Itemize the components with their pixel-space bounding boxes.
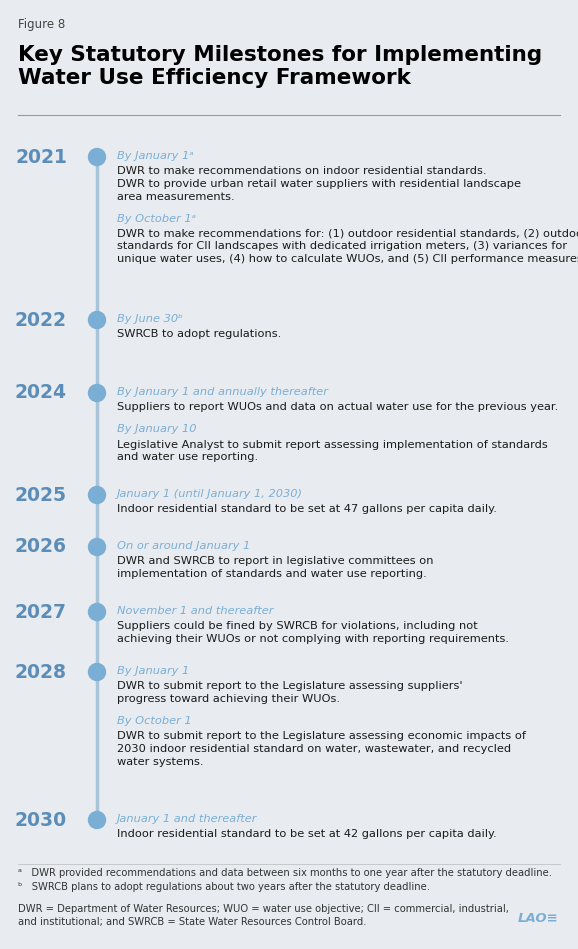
Circle shape xyxy=(88,148,106,165)
Text: By October 1: By October 1 xyxy=(117,716,192,726)
Text: 2026: 2026 xyxy=(15,537,67,556)
Text: ᵃ   DWR provided recommendations and data between six months to one year after t: ᵃ DWR provided recommendations and data … xyxy=(18,868,552,878)
Text: By October 1ᵃ: By October 1ᵃ xyxy=(117,214,196,224)
Text: 2022: 2022 xyxy=(15,310,67,329)
Text: 2027: 2027 xyxy=(15,603,67,622)
Text: Indoor residential standard to be set at 47 gallons per capita daily.: Indoor residential standard to be set at… xyxy=(117,504,497,514)
Text: Figure 8: Figure 8 xyxy=(18,18,65,31)
Text: By January 1: By January 1 xyxy=(117,666,189,676)
Text: By January 1 and annually thereafter: By January 1 and annually thereafter xyxy=(117,387,328,397)
Text: DWR and SWRCB to report in legislative committees on
implementation of standards: DWR and SWRCB to report in legislative c… xyxy=(117,556,434,579)
Text: On or around January 1: On or around January 1 xyxy=(117,541,250,551)
Text: SWRCB to adopt regulations.: SWRCB to adopt regulations. xyxy=(117,329,281,339)
Text: LAO≡: LAO≡ xyxy=(517,912,558,925)
Text: 2028: 2028 xyxy=(15,662,67,681)
Text: 2030: 2030 xyxy=(15,810,67,829)
Circle shape xyxy=(88,811,106,828)
Text: 2021: 2021 xyxy=(15,147,67,166)
Text: 2025: 2025 xyxy=(15,486,67,505)
Text: Legislative Analyst to submit report assessing implementation of standards
and w: Legislative Analyst to submit report ass… xyxy=(117,439,548,462)
Text: Suppliers could be fined by SWRCB for violations, including not
achieving their : Suppliers could be fined by SWRCB for vi… xyxy=(117,621,509,643)
Text: Indoor residential standard to be set at 42 gallons per capita daily.: Indoor residential standard to be set at… xyxy=(117,829,497,839)
Text: January 1 (until January 1, 2030): January 1 (until January 1, 2030) xyxy=(117,489,303,499)
Text: DWR to make recommendations for: (1) outdoor residential standards, (2) outdoor
: DWR to make recommendations for: (1) out… xyxy=(117,229,578,264)
Text: ᵇ   SWRCB plans to adopt regulations about two years after the statutory deadlin: ᵇ SWRCB plans to adopt regulations about… xyxy=(18,882,430,892)
Text: Key Statutory Milestones for Implementing: Key Statutory Milestones for Implementin… xyxy=(18,45,542,65)
Text: By January 10: By January 10 xyxy=(117,424,197,435)
Circle shape xyxy=(88,604,106,621)
Text: DWR to make recommendations on indoor residential standards.
DWR to provide urba: DWR to make recommendations on indoor re… xyxy=(117,166,521,201)
Text: January 1 and thereafter: January 1 and thereafter xyxy=(117,814,257,824)
Circle shape xyxy=(88,311,106,328)
Circle shape xyxy=(88,663,106,680)
Text: DWR to submit report to the Legislature assessing suppliers'
progress toward ach: DWR to submit report to the Legislature … xyxy=(117,681,462,704)
Text: By June 30ᵇ: By June 30ᵇ xyxy=(117,314,183,324)
Text: 2024: 2024 xyxy=(15,383,67,402)
Text: November 1 and thereafter: November 1 and thereafter xyxy=(117,606,273,616)
Circle shape xyxy=(88,538,106,555)
Text: Water Use Efficiency Framework: Water Use Efficiency Framework xyxy=(18,68,411,88)
Text: By January 1ᵃ: By January 1ᵃ xyxy=(117,151,194,161)
Text: DWR = Department of Water Resources; WUO = water use objective; CII = commercial: DWR = Department of Water Resources; WUO… xyxy=(18,904,509,914)
Circle shape xyxy=(88,487,106,504)
Text: Suppliers to report WUOs and data on actual water use for the previous year.: Suppliers to report WUOs and data on act… xyxy=(117,402,558,412)
Text: and institutional; and SWRCB = State Water Resources Control Board.: and institutional; and SWRCB = State Wat… xyxy=(18,917,366,927)
Circle shape xyxy=(88,384,106,401)
Text: DWR to submit report to the Legislature assessing economic impacts of
2030 indoo: DWR to submit report to the Legislature … xyxy=(117,731,526,767)
